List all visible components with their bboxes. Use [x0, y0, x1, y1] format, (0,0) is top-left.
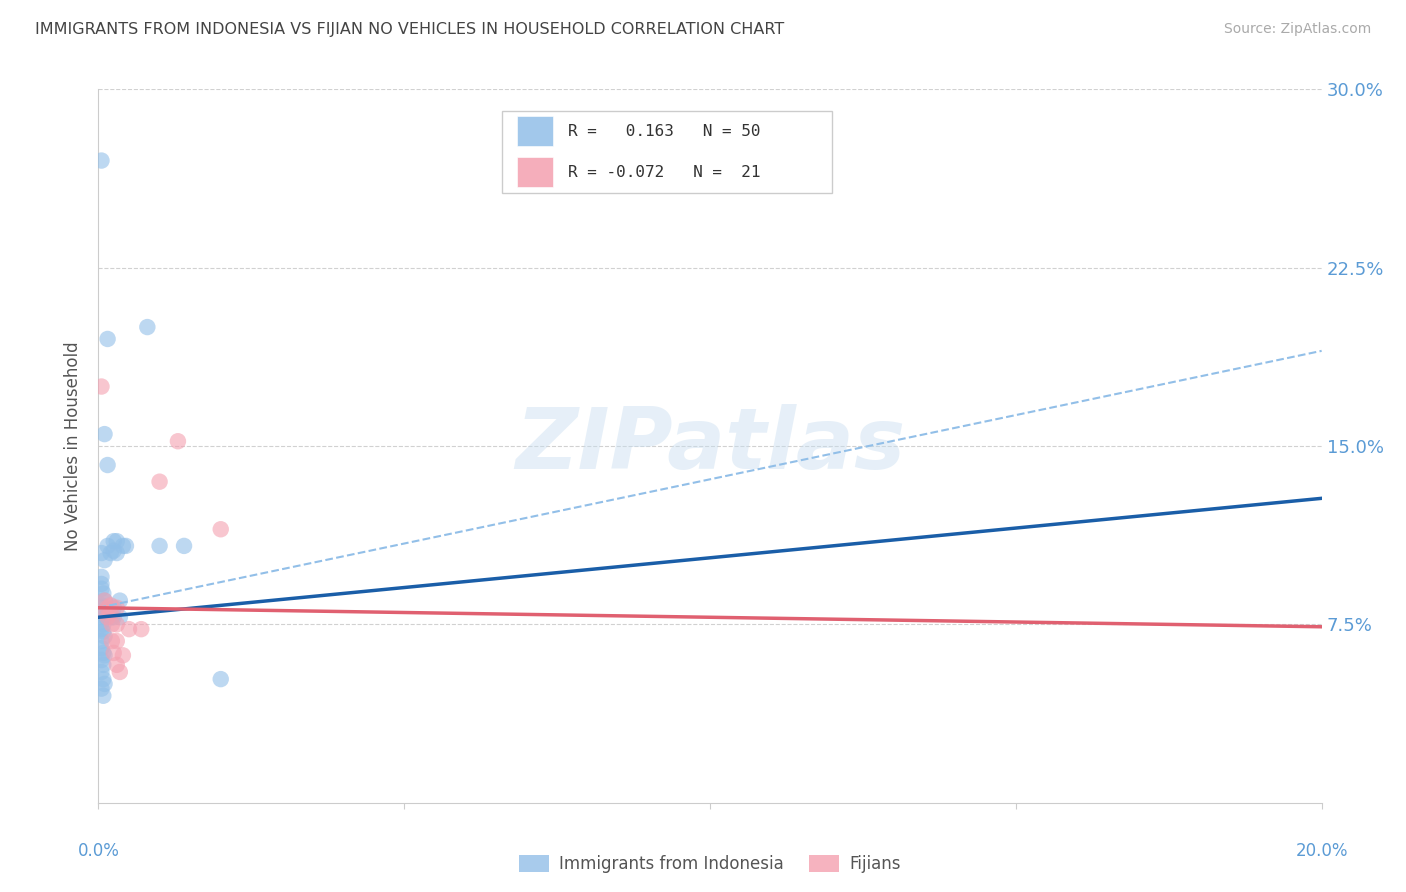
Point: [149, 475, 172, 489]
Point: [90, 634, 112, 648]
Text: Source: ZipAtlas.com: Source: ZipAtlas.com: [1223, 22, 1371, 37]
Point: [108, 610, 131, 624]
Text: R = -0.072   N =  21: R = -0.072 N = 21: [568, 165, 761, 179]
Point: [90, 665, 112, 679]
Point: [90, 600, 112, 615]
Point: [105, 546, 128, 560]
Point: [101, 634, 124, 648]
Point: [105, 600, 128, 615]
Point: [100, 546, 122, 560]
Point: [93, 677, 115, 691]
Point: [93, 606, 115, 620]
Point: [93, 648, 115, 663]
Point: [94, 610, 117, 624]
Text: 0.0%: 0.0%: [77, 842, 120, 860]
Point: [90, 577, 112, 591]
Point: [93, 427, 115, 442]
Point: [103, 534, 125, 549]
Bar: [517, 157, 554, 187]
Point: [97, 458, 120, 472]
Point: [103, 610, 125, 624]
Bar: [502, 111, 832, 193]
Point: [115, 539, 138, 553]
Point: [209, 522, 232, 536]
Point: [209, 672, 232, 686]
Point: [105, 634, 128, 648]
Point: [111, 648, 134, 663]
Point: [90, 599, 112, 613]
Y-axis label: No Vehicles in Household: No Vehicles in Household: [65, 341, 83, 551]
Point: [101, 610, 124, 624]
Point: [103, 600, 125, 615]
Point: [100, 599, 122, 613]
Point: [167, 434, 190, 449]
Text: IMMIGRANTS FROM INDONESIA VS FIJIAN NO VEHICLES IN HOUSEHOLD CORRELATION CHART: IMMIGRANTS FROM INDONESIA VS FIJIAN NO V…: [35, 22, 785, 37]
Point: [111, 539, 134, 553]
Point: [90, 622, 112, 636]
Point: [90, 653, 112, 667]
Bar: [517, 116, 554, 146]
Text: 20.0%: 20.0%: [1295, 842, 1348, 860]
Point: [90, 615, 112, 629]
Point: [100, 606, 122, 620]
Point: [149, 539, 172, 553]
Point: [108, 593, 131, 607]
Point: [173, 539, 195, 553]
Text: R =   0.163   N = 50: R = 0.163 N = 50: [568, 124, 761, 138]
Point: [91, 586, 114, 600]
Point: [101, 617, 124, 632]
Point: [90, 379, 112, 393]
Point: [97, 332, 120, 346]
Legend: Immigrants from Indonesia, Fijians: Immigrants from Indonesia, Fijians: [513, 848, 907, 880]
Point: [98, 606, 121, 620]
Point: [90, 582, 112, 596]
Point: [129, 622, 152, 636]
Point: [91, 657, 114, 672]
Point: [118, 622, 141, 636]
Point: [90, 570, 112, 584]
Point: [93, 593, 115, 607]
Point: [90, 641, 112, 656]
Point: [103, 646, 125, 660]
Point: [90, 153, 112, 168]
Point: [97, 600, 120, 615]
Text: ZIPatlas: ZIPatlas: [515, 404, 905, 488]
Point: [105, 534, 128, 549]
Point: [105, 617, 128, 632]
Point: [90, 681, 112, 696]
Point: [105, 657, 128, 672]
Point: [90, 546, 112, 560]
Point: [91, 606, 114, 620]
Point: [108, 665, 131, 679]
Point: [93, 593, 115, 607]
Point: [91, 672, 114, 686]
Point: [93, 607, 115, 622]
Point: [136, 320, 159, 334]
Point: [91, 689, 114, 703]
Point: [93, 553, 115, 567]
Point: [97, 610, 120, 624]
Point: [97, 539, 120, 553]
Point: [91, 624, 114, 639]
Point: [91, 646, 114, 660]
Point: [93, 629, 115, 643]
Point: [103, 543, 125, 558]
Point: [91, 617, 114, 632]
